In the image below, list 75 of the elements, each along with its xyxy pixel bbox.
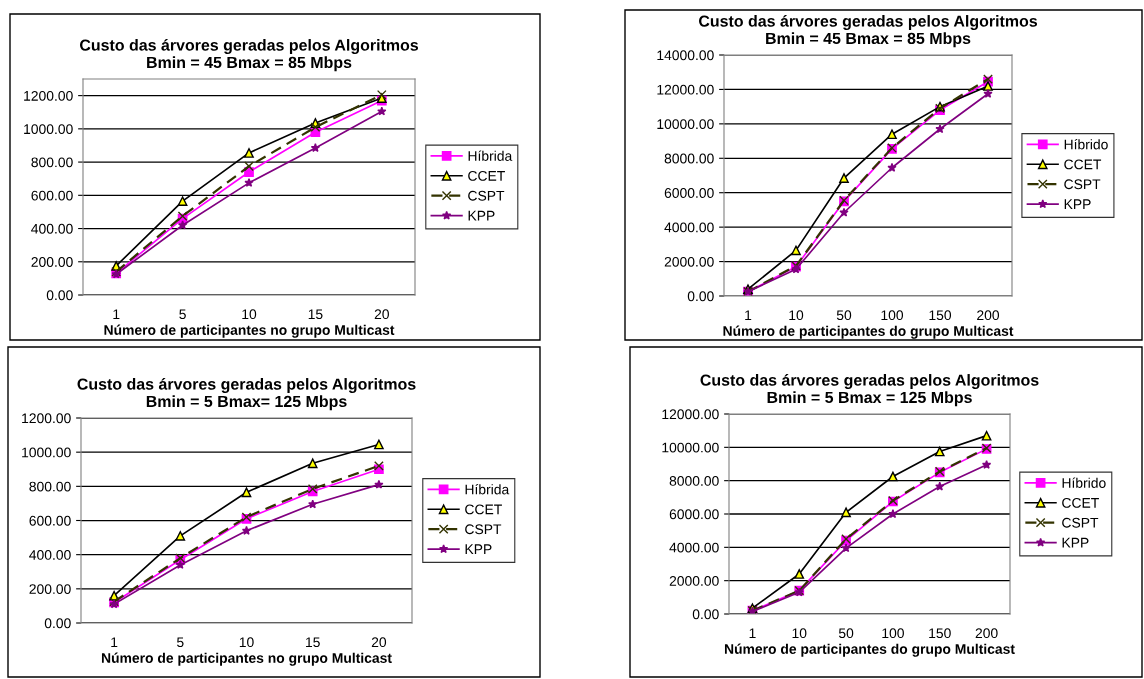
x-tick-label: 10 (242, 309, 257, 320)
x-tick-label: 150 (929, 310, 952, 321)
y-tick-label: 4000.00 (669, 542, 719, 553)
x-tick-label: 150 (929, 628, 951, 639)
y-tick-label: 800.00 (31, 157, 73, 168)
x-tick-label: 50 (838, 628, 854, 639)
legend-label: KPP (465, 544, 492, 554)
y-tick-label: 1200.00 (24, 90, 73, 101)
x-tick-label: 200 (975, 628, 998, 639)
legend-label: CCET (465, 504, 502, 515)
x-axis-title: Número de participantes no grupo Multicast (104, 324, 395, 338)
y-tick-label: 1000.00 (24, 124, 73, 135)
legend-label: CCET (1064, 159, 1102, 170)
y-tick-label: 400.00 (31, 223, 73, 234)
y-tick-label: 14000.00 (657, 50, 714, 61)
x-tick-label: 10 (239, 637, 254, 648)
legend-label: CSPT (1064, 179, 1101, 190)
legend-label: KPP (1064, 199, 1091, 209)
x-tick-label: 20 (374, 309, 389, 320)
legend-label: Híbrido (1064, 139, 1108, 150)
legend-label: Híbrida (468, 150, 513, 161)
y-tick-label: 0.00 (687, 291, 714, 302)
x-tick-label: 50 (836, 310, 852, 321)
chart-title: Custo das árvores geradas pelos Algoritmos Bmin = 45 Bmax = 85 Mbps (698, 14, 1038, 48)
y-tick-label: 2000.00 (664, 256, 714, 267)
x-axis-title: Número de participantes do grupo Multicast (723, 325, 1014, 339)
y-tick-label: 0.00 (692, 609, 719, 620)
legend-label: Híbrido (1062, 477, 1106, 488)
y-tick-label: 400.00 (29, 550, 71, 560)
legend-label: CCET (1062, 497, 1099, 508)
y-tick-label: 200.00 (31, 257, 73, 267)
x-tick-label: 5 (179, 309, 186, 320)
y-tick-label: 600.00 (29, 515, 71, 526)
y-tick-label: 200.00 (29, 584, 71, 594)
x-tick-label: 1 (745, 310, 752, 320)
y-tick-label: 12000.00 (662, 409, 719, 420)
x-tick-label: 10 (789, 310, 804, 321)
chart-title: Custo das árvores geradas pelos Algoritmos Bmin = 5 Bmax= 125 Mbps (77, 377, 416, 411)
legend-label: KPP (1062, 537, 1089, 548)
y-tick-label: 8000.00 (669, 476, 719, 486)
legend-label: CSPT (468, 190, 505, 201)
legend-label: Híbrida (465, 484, 510, 495)
chart-title: Custo das árvores geradas pelos Algoritmos Bmin = 5 Bmax = 125 Mbps (700, 373, 1039, 407)
x-tick-label: 15 (308, 309, 323, 320)
x-tick-label: 15 (306, 637, 320, 648)
legend-label: CSPT (465, 524, 502, 535)
x-tick-label: 20 (371, 637, 387, 648)
y-tick-label: 0.00 (44, 618, 71, 629)
x-axis-title: Número de participantes do grupo Multicast (724, 643, 1015, 657)
y-tick-label: 800.00 (29, 481, 71, 492)
y-tick-label: 1200.00 (22, 413, 71, 424)
x-tick-label: 1 (113, 309, 120, 319)
y-tick-label: 8000.00 (664, 153, 714, 164)
x-tick-label: 100 (881, 310, 904, 321)
x-tick-label: 100 (882, 628, 904, 639)
chart-title: Custo das árvores geradas pelos Algoritmos Bmin = 45 Bmax = 85 Mbps (79, 38, 419, 72)
legend-label: CCET (468, 170, 505, 181)
x-tick-label: 10 (792, 628, 807, 639)
x-tick-label: 1 (749, 628, 756, 638)
x-tick-label: 200 (977, 310, 1000, 321)
x-tick-label: 5 (176, 637, 184, 648)
y-tick-label: 0.00 (46, 290, 73, 301)
y-tick-label: 6000.00 (664, 188, 714, 198)
x-axis-title: Número de participantes no grupo Multicast (101, 652, 392, 666)
y-tick-label: 10000.00 (657, 119, 714, 130)
y-tick-label: 12000.00 (657, 84, 714, 95)
legend-label: CSPT (1062, 517, 1099, 528)
y-tick-label: 10000.00 (662, 442, 719, 453)
y-tick-label: 2000.00 (669, 576, 719, 586)
y-tick-label: 600.00 (31, 190, 73, 201)
y-tick-label: 1000.00 (22, 447, 71, 458)
legend-label: KPP (468, 210, 495, 221)
y-tick-label: 6000.00 (669, 509, 719, 520)
x-tick-label: 1 (111, 637, 118, 647)
y-tick-label: 4000.00 (664, 222, 714, 233)
